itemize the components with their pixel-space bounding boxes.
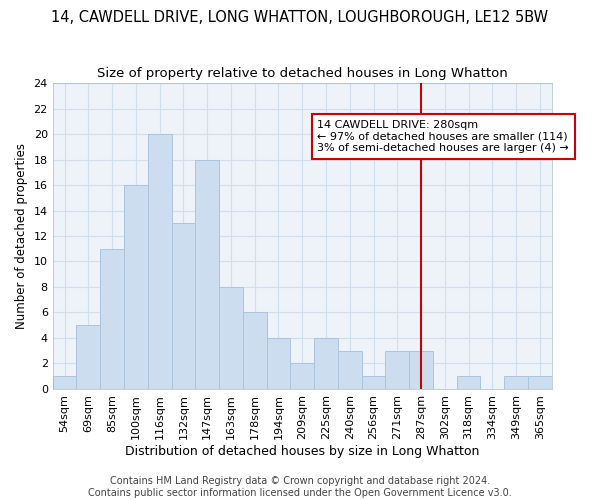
Text: Contains HM Land Registry data © Crown copyright and database right 2024.
Contai: Contains HM Land Registry data © Crown c… [88,476,512,498]
Bar [504,376,528,389]
Y-axis label: Number of detached properties: Number of detached properties [15,143,28,329]
Text: 14 CAWDELL DRIVE: 280sqm
← 97% of detached houses are smaller (114)
3% of semi-d: 14 CAWDELL DRIVE: 280sqm ← 97% of detach… [317,120,569,153]
Title: Size of property relative to detached houses in Long Whatton: Size of property relative to detached ho… [97,68,508,80]
Bar [385,350,409,389]
Bar [195,160,219,389]
Bar [172,224,195,389]
Bar [266,338,290,389]
Bar [100,249,124,389]
Bar [124,185,148,389]
Text: 14, CAWDELL DRIVE, LONG WHATTON, LOUGHBOROUGH, LE12 5BW: 14, CAWDELL DRIVE, LONG WHATTON, LOUGHBO… [52,10,548,25]
Bar [243,312,266,389]
Bar [219,287,243,389]
Bar [409,350,433,389]
Bar [53,376,76,389]
Bar [338,350,362,389]
Bar [76,325,100,389]
Bar [290,364,314,389]
Bar [362,376,385,389]
Bar [528,376,552,389]
Bar [148,134,172,389]
Bar [314,338,338,389]
X-axis label: Distribution of detached houses by size in Long Whatton: Distribution of detached houses by size … [125,444,479,458]
Bar [457,376,481,389]
